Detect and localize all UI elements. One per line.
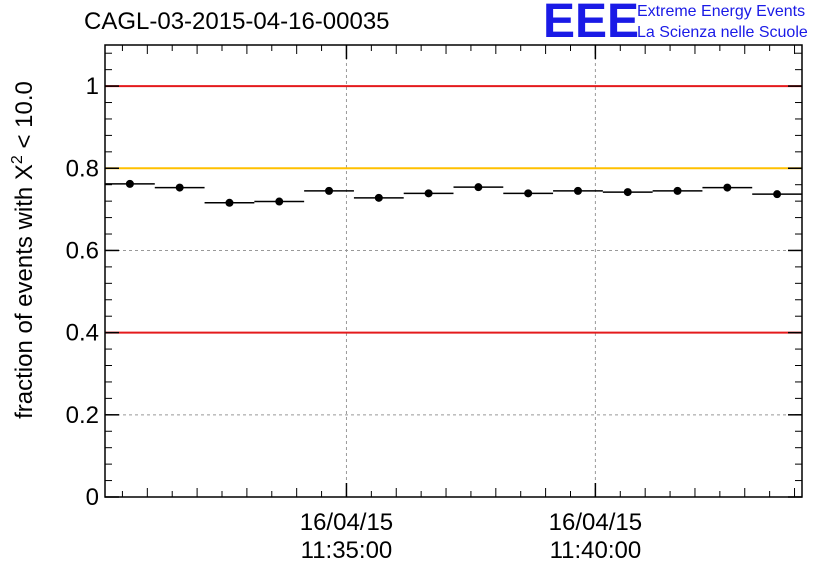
data-marker <box>374 193 383 202</box>
data-marker <box>125 179 134 188</box>
data-point <box>254 197 305 206</box>
data-marker <box>623 188 632 197</box>
data-points <box>105 179 802 207</box>
data-marker <box>524 189 533 198</box>
data-marker <box>424 189 433 198</box>
data-marker <box>225 198 234 207</box>
data-marker <box>723 183 732 192</box>
chart-title: CAGL-03-2015-04-16-00035 <box>84 8 390 35</box>
y-tick-label: 1 <box>86 73 99 100</box>
y-tick-label: 0 <box>86 484 99 511</box>
data-point <box>154 183 205 192</box>
x-tick-date-label: 16/04/15 <box>549 509 642 536</box>
data-marker <box>175 183 184 192</box>
logo-subtitle-2: La Scienza nelle Scuole <box>637 24 808 41</box>
y-tick-label: 0.8 <box>66 155 99 182</box>
y-tick-label: 0.2 <box>66 402 99 429</box>
data-point <box>105 179 155 188</box>
data-point <box>752 190 802 199</box>
data-point <box>453 183 504 192</box>
grid <box>105 45 802 497</box>
data-point <box>403 189 454 198</box>
data-point <box>304 186 354 195</box>
data-marker <box>275 197 284 206</box>
data-marker <box>673 186 682 195</box>
data-point <box>503 189 554 198</box>
reference-lines <box>105 85 802 334</box>
logo-subtitle-1: Extreme Energy Events <box>637 3 806 20</box>
x-tick-date-label: 16/04/15 <box>300 509 393 536</box>
x-tick-time-label: 11:40:00 <box>550 537 642 564</box>
data-point <box>553 186 603 195</box>
data-point <box>353 193 404 202</box>
tick-labels: 00.20.40.60.8116/04/1511:35:0016/04/1511… <box>66 73 642 564</box>
data-marker <box>573 186 582 195</box>
data-marker <box>474 183 483 192</box>
data-point <box>652 186 703 195</box>
data-marker <box>325 186 334 195</box>
y-axis-label: fraction of events with X2 < 10.0 <box>9 81 38 419</box>
x-tick-time-label: 11:35:00 <box>301 537 393 564</box>
plot-frame <box>104 44 803 498</box>
data-marker <box>773 190 782 199</box>
axis-ticks <box>105 45 802 498</box>
y-tick-label: 0.6 <box>66 237 99 264</box>
y-tick-label: 0.4 <box>66 320 99 347</box>
data-point <box>204 198 255 207</box>
eee-logo: EEE <box>543 0 640 48</box>
data-point <box>602 188 653 197</box>
data-point <box>702 183 753 192</box>
